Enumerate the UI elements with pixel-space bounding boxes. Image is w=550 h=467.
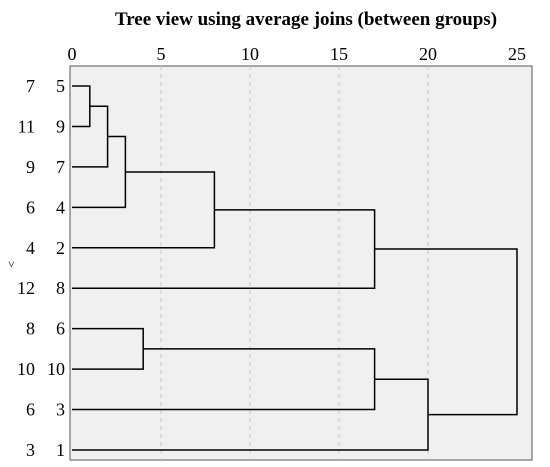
x-tick-label: 20	[419, 44, 437, 64]
x-tick-label: 25	[508, 44, 526, 64]
dendrogram-branches	[72, 85, 518, 451]
leaf-label: 4	[56, 197, 65, 217]
leaf-label: 2	[56, 238, 65, 258]
leaf-outer-label: 3	[26, 440, 35, 460]
chart-title: Tree view using average joins (between g…	[115, 9, 497, 30]
leaf-outer-label: 8	[26, 319, 35, 339]
leaf-label: 10	[47, 359, 65, 379]
leaf-outer-label: 4	[26, 238, 35, 258]
plot-area	[69, 65, 533, 461]
x-axis-ticks: 0 5 10 15 20 25	[68, 44, 527, 64]
leaf-label: 7	[56, 157, 65, 177]
leaf-outer-label: 6	[26, 197, 35, 217]
leaf-outer-label: 11	[18, 116, 35, 136]
x-tick-label: 15	[330, 44, 348, 64]
leaf-label: 1	[56, 440, 65, 460]
side-mark: ˅	[8, 257, 15, 271]
x-tick-label: 0	[68, 44, 77, 64]
leaf-outer-label: 6	[26, 400, 35, 420]
leaf-outer-label: 9	[26, 157, 35, 177]
leaf-label: 3	[56, 400, 65, 420]
leaf-labels: 5 7 9 11 7 9 4 6 2 4 8 12 6 8 10 10 3 6 1 3	[17, 76, 65, 460]
leaf-outer-label: 7	[26, 76, 35, 96]
leaf-label: 5	[56, 76, 65, 96]
leaf-label: 8	[56, 278, 65, 298]
leaf-outer-label: 10	[17, 359, 35, 379]
merge-branch	[374, 248, 518, 416]
x-tick-label: 5	[157, 44, 166, 64]
leaf-label: 9	[56, 116, 65, 136]
x-tick-label: 10	[241, 44, 259, 64]
leaf-label: 6	[56, 319, 65, 339]
leaf-outer-label: 12	[17, 278, 35, 298]
